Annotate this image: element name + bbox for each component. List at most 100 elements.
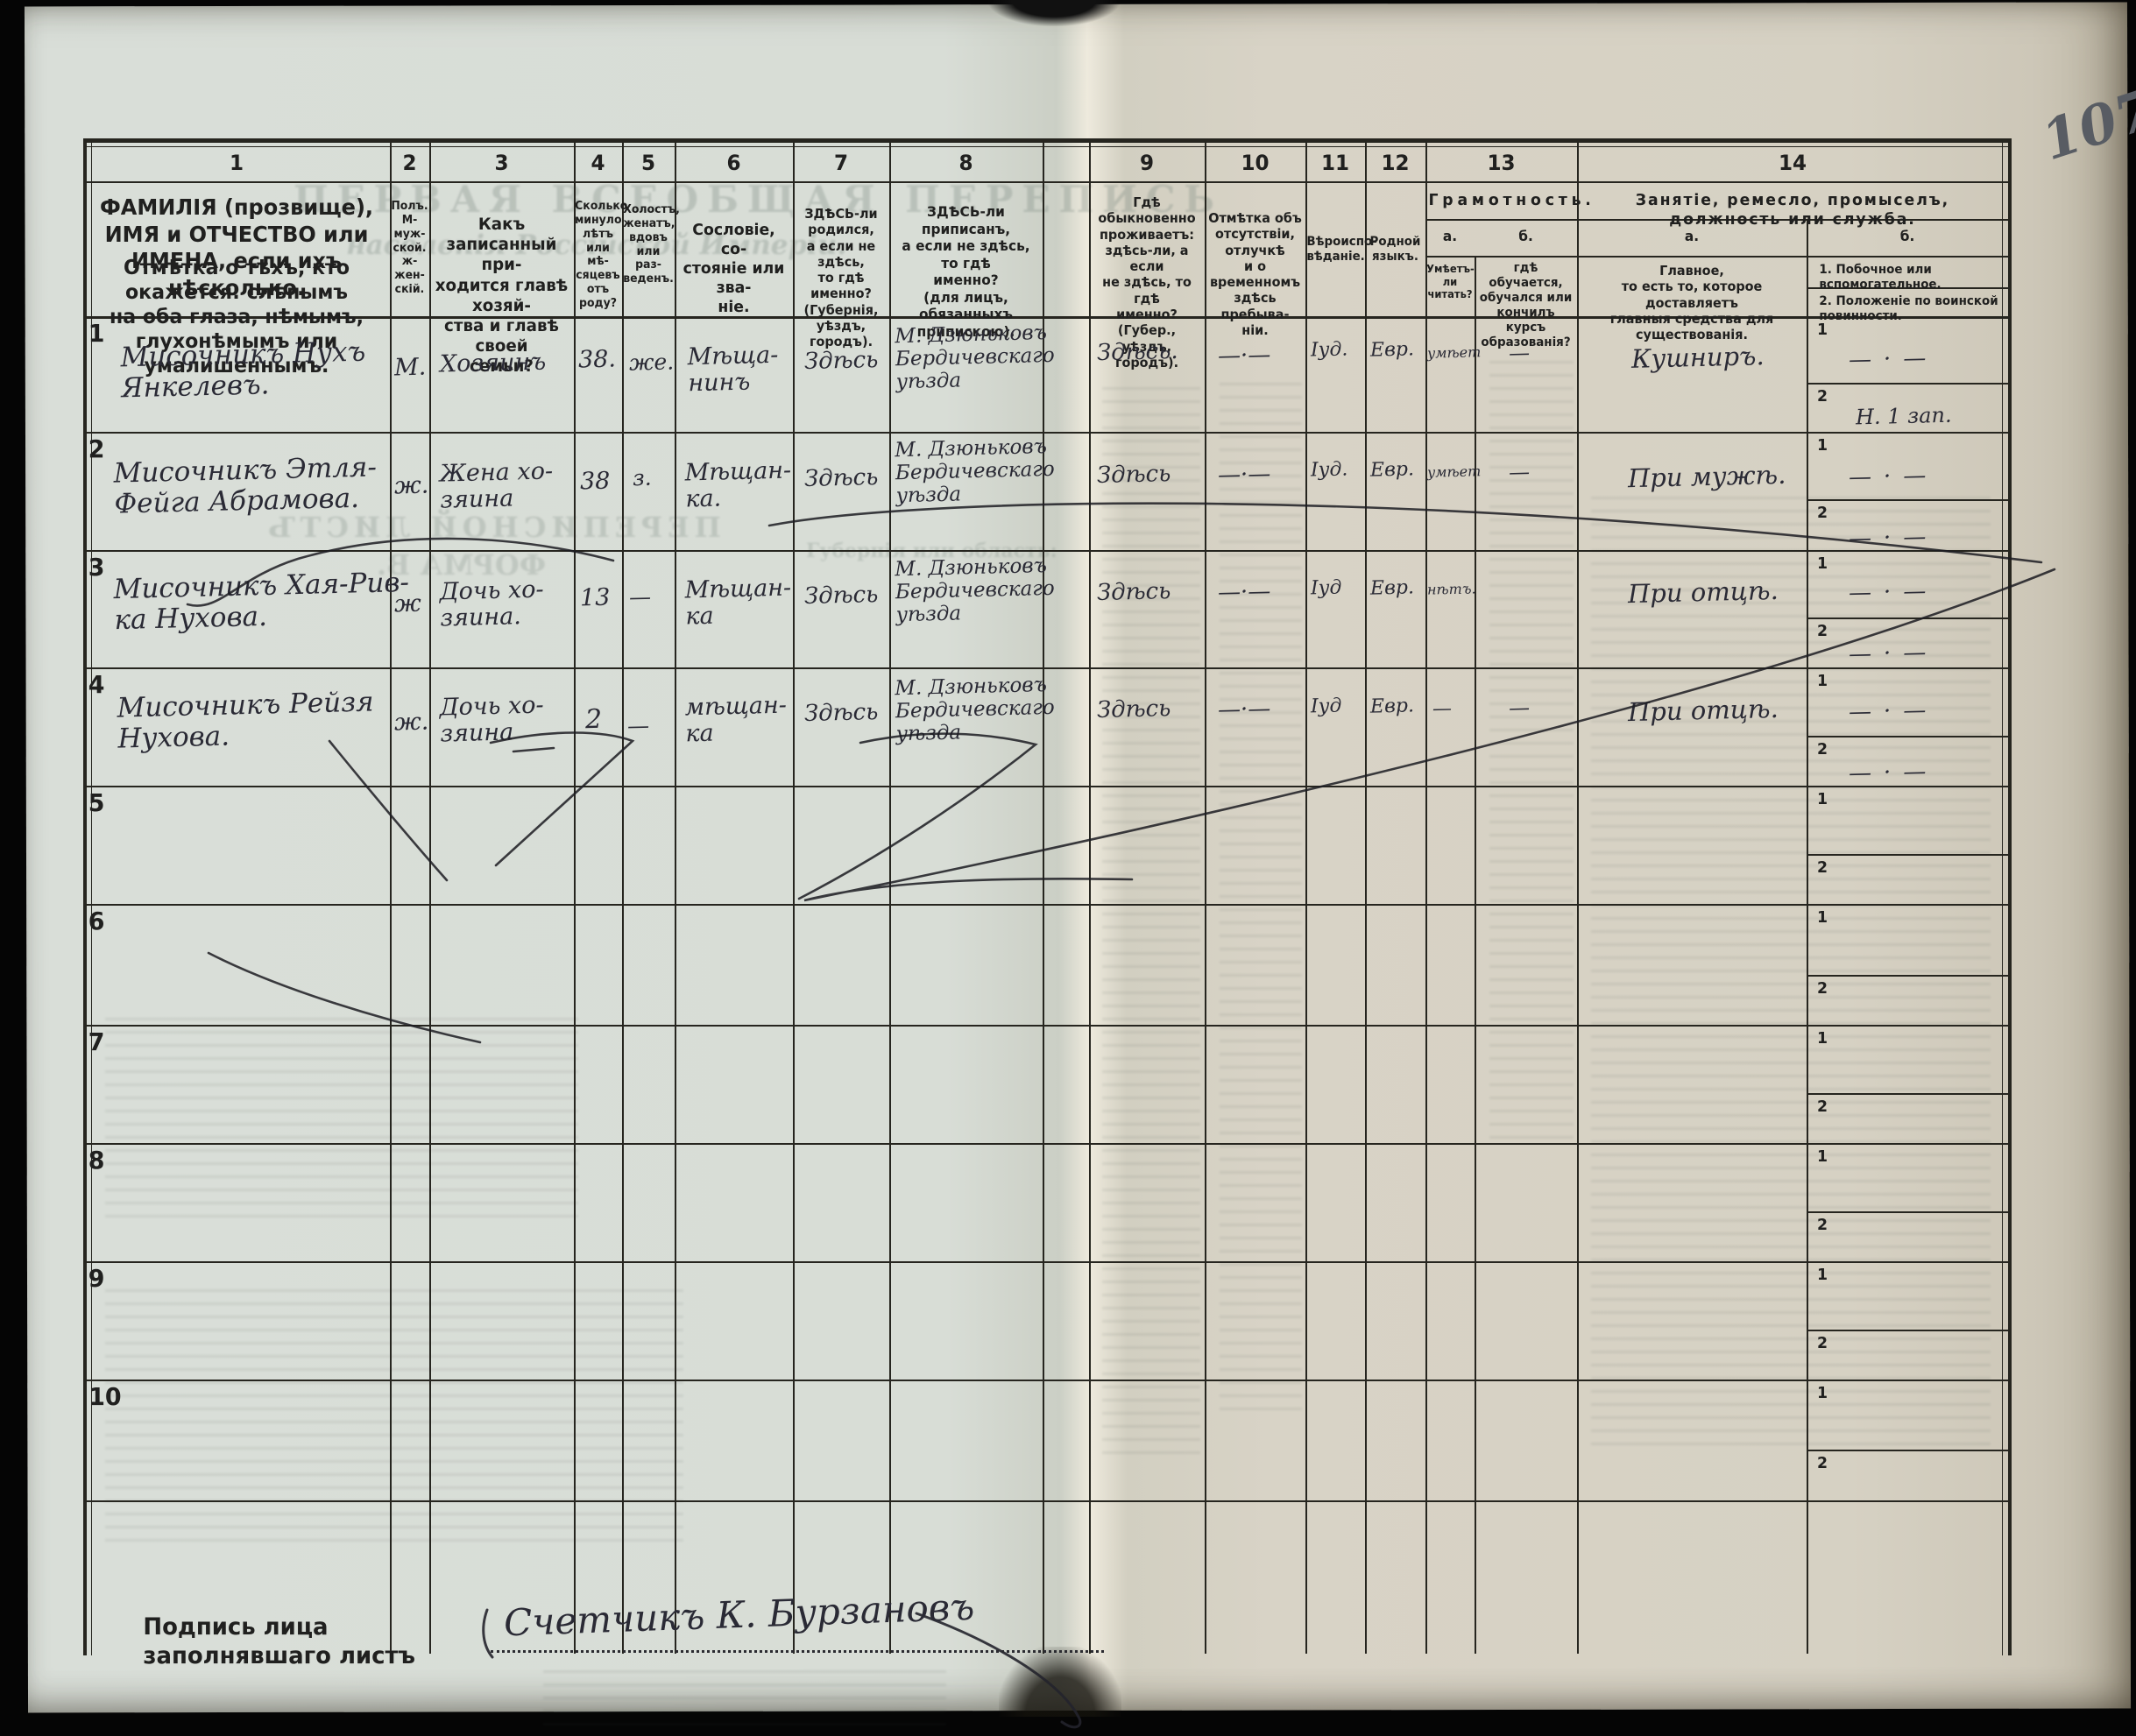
grid-line [1089,140,1091,1654]
cell-r4-occupation: При отцѣ. [1627,693,1779,728]
grid-line [2008,138,2012,1655]
grid-line [1577,140,1579,1654]
header-born-here: ЗДѢСЬ-ли родился, а если не здѣсь, то гд… [803,206,879,350]
grid-line [889,140,891,1654]
grid-line [1807,854,2008,856]
row-number: 4 [88,670,105,699]
cell-r1-born: Здѣсь [803,346,879,376]
cell-r4-occup-side: —·— [1848,696,1939,726]
cell-r2-relation: Жена хо- зяина [439,457,554,514]
header-occup-a: а. [1684,228,1700,244]
col-number: 9 [1139,151,1155,175]
grid-line [1205,140,1206,1654]
row-number: 2 [88,434,105,463]
cell-r1-education: — [1508,340,1531,366]
cell-r1-military: Н. 1 зап. [1855,402,1952,430]
subrow-1: 1 [1816,436,1828,455]
grid-line [83,181,2008,183]
header-marital: Холостъ, женатъ, вдовъ или раз- веденъ. [623,203,680,286]
cell-r1-sex: М. [393,353,427,382]
cell-r4-age: 2 [584,703,603,736]
cell-r2-age: 38 [579,467,611,496]
grid-line [1365,140,1367,1654]
grid-line [1807,736,2008,737]
subrow-1: 1 [1816,1266,1828,1284]
grid-line [1807,383,2008,385]
cell-r4-relation: Дочь хо- зяина [439,691,544,748]
cell-r2-occup-side: —·— [1848,462,1939,491]
cell-r2-language: Евр. [1369,458,1415,482]
cell-r4-religion: Іуд [1310,695,1342,718]
cell-r2-registered: М. Дзюньковъ Бердичевскаго уѣзда [895,434,1056,507]
grid-line [83,138,87,1655]
grid-line [83,138,2012,143]
cell-r4-language: Евр. [1369,695,1415,718]
header-can-read: Умѣетъ- ли читать? [1426,263,1475,301]
cell-r3-occup-side: —·— [1848,577,1939,607]
header-religion: Вѣроиспо- вѣданіе. [1306,235,1377,265]
header-literacy-a: а. [1442,228,1458,244]
binding-shadow-bottom [999,1647,1121,1717]
subrow-2: 2 [1816,1097,1828,1116]
subrow-1: 1 [1816,1147,1828,1166]
cell-r4-born: Здѣсь [803,698,879,728]
cell-r4-military: —·— [1848,758,1939,787]
bleedthrough-block [105,1016,578,1217]
grid-line [83,550,2008,552]
cell-r4-education: — [1508,695,1531,721]
grid-line [1475,256,1476,1654]
bleedthrough-block [1489,350,1574,1139]
bleedthrough-block [1591,490,1991,1445]
header-name-note: Отмѣтка о тѣхъ, кто окажется: слѣпымъ на… [110,257,364,378]
cell-r2-absence: —·— [1217,461,1271,489]
header-absence: Отмѣтка объ отсутствіи, отлучкѣ и о врем… [1208,210,1302,339]
cell-r1-estate: Мѣща- нинъ [687,341,779,398]
header-occup-main: Главное, то есть то, которое доставляетъ… [1609,263,1774,343]
cell-r4-absence: —·— [1217,695,1271,723]
cell-r1-registered: М. Дзюньковъ Бердичевскаго уѣзда [895,321,1056,393]
subrow-2: 2 [1816,858,1828,877]
grid-line [574,140,576,1654]
col-number: 4 [591,151,605,175]
cell-r3-name: Мисочникъ Хая-Рив- ка Нухова. [113,566,410,636]
subrow-2: 2 [1816,1216,1828,1234]
grid-line [1807,219,1808,1654]
header-residence: Гдѣ обыкновенно проживаетъ: здѣсь-ли, а … [1098,194,1196,370]
grid-line [1807,1450,2008,1451]
header-occup-military: 2. Положеніе по воинской повинности. [1819,294,1998,324]
cell-r3-age: 13 [579,583,611,612]
cell-r3-literacy: нѣтъ. [1426,580,1476,598]
cell-r1-relation: Хозяинъ [439,348,547,378]
bleedthrough-block [1102,377,1200,1454]
col-number: 11 [1320,151,1350,175]
grid-line [390,140,392,1654]
cell-r2-education: — [1508,459,1531,485]
cell-r4-name: Мисочникъ Рейзя Нухова. [117,686,375,755]
cell-r1-marital: же. [628,349,675,376]
subrow-2: 2 [1816,1334,1828,1352]
cell-r1-occupation: Кушниръ. [1630,341,1765,374]
subrow-2: 2 [1816,979,1828,998]
grid-line [83,904,2008,906]
header-literacy-b: б. [1518,228,1533,244]
cell-r1-literacy: умѣет [1426,343,1482,362]
col-number: 13 [1487,151,1516,175]
cell-r2-born: Здѣсь [803,463,879,493]
header-relation: Какъ записанный при- ходится главѣ хозяй… [435,215,569,377]
subrow-1: 1 [1816,908,1828,927]
col-number: 10 [1241,151,1270,175]
bleedthrough-list-title: ПЕРЕПИСНОЙ ЛИСТЪ [263,511,721,544]
cell-r4-registered: М. Дзюньковъ Бердичевскаго уѣзда [895,673,1056,745]
row-number: 6 [88,907,105,935]
cell-r3-military: —·— [1848,639,1939,668]
cell-r4-sex: ж. [393,708,429,737]
grid-line [793,140,795,1654]
subrow-1: 1 [1816,321,1828,339]
grid-line [83,316,2008,319]
grid-line [2002,138,2003,1655]
grid-line [83,432,2008,434]
cell-r4-marital: — [626,712,650,739]
subrow-2: 2 [1816,1454,1828,1472]
bleedthrough-block [1220,377,1302,1410]
grid-line [83,1143,2008,1145]
